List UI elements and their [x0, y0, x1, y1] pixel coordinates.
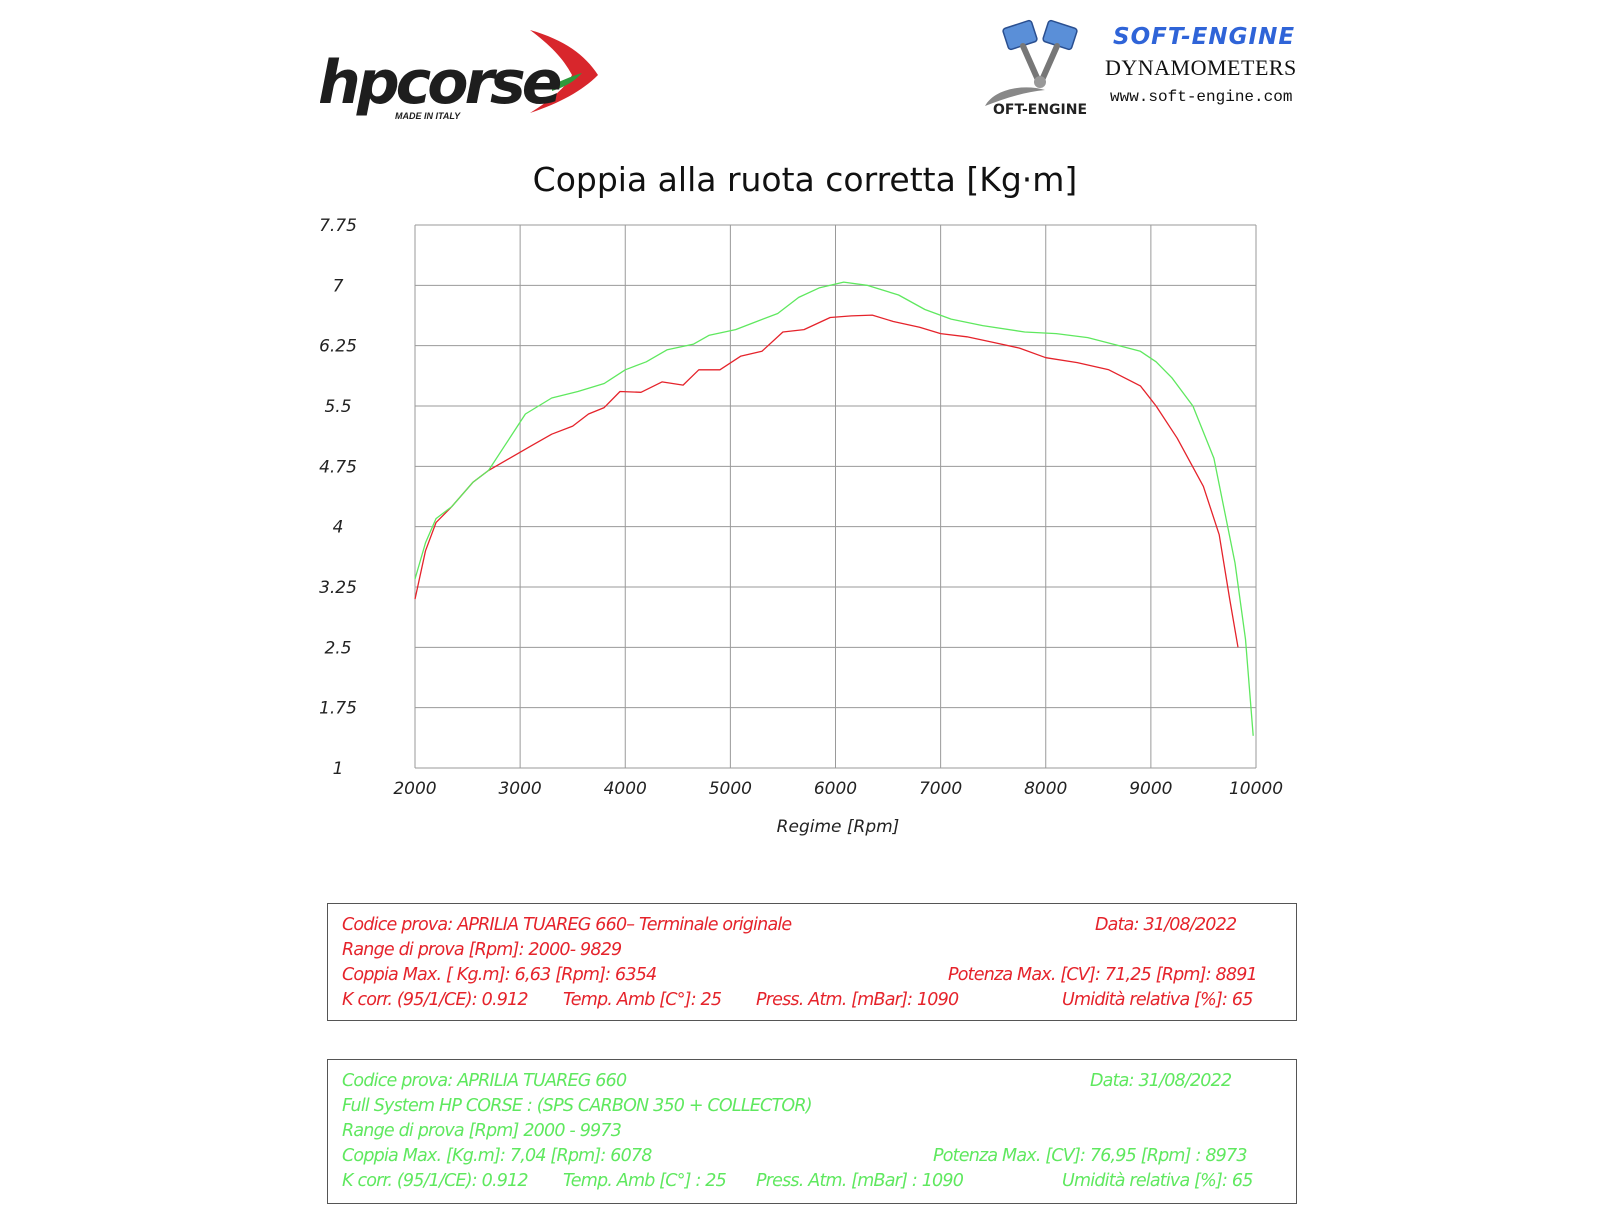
hp-corse-brand: hpcorse [320, 48, 561, 118]
chart-series [414, 281, 1254, 736]
hp-corse-tagline: MADE IN ITALY [395, 111, 461, 121]
hp-test-code: Codice prova: APRILIA TUAREG 660 [342, 1071, 627, 1091]
soft-engine-subtitle: DYNAMOMETERS [1105, 55, 1297, 80]
original-temp: Temp. Amb [C°]: 25 [563, 990, 722, 1010]
x-tick-label: 2000 [393, 779, 436, 799]
y-tick-label: 7.75 [319, 216, 357, 236]
hp-k-corr: K corr. (95/1/CE): 0.912 [342, 1171, 529, 1191]
y-tick-label: 2.5 [324, 638, 351, 658]
chart-grid [414, 224, 1257, 769]
soft-engine-url: www.soft-engine.com [1110, 88, 1293, 106]
y-tick-label: 1 [333, 759, 344, 779]
x-tick-label: 9000 [1129, 779, 1172, 799]
soft-engine-brand: SOFT-ENGINE [1113, 24, 1296, 50]
test-info-hp-corse: Codice prova: APRILIA TUAREG 660 Data: 3… [327, 1059, 1297, 1204]
test-info-original: Codice prova: APRILIA TUAREG 660– Termin… [327, 903, 1297, 1021]
y-tick-label: 4 [333, 518, 344, 538]
x-tick-label: 7000 [919, 779, 962, 799]
original-torque-max: Coppia Max. [ Kg.m]: 6,63 [Rpm]: 6354 [342, 965, 657, 985]
y-tick-label: 7 [333, 276, 344, 296]
x-tick-label: 5000 [709, 779, 752, 799]
y-tick-label: 5.5 [324, 397, 351, 417]
series-line-original [414, 314, 1239, 648]
soft-engine-emblem-text: OFT-ENGINE [993, 102, 1087, 118]
soft-engine-logo-emblem: OFT-ENGINE [985, 18, 1305, 118]
y-tick-label: 4.75 [319, 457, 357, 477]
x-tick-label: 6000 [814, 779, 857, 799]
x-axis-label: Regime [Rpm] [777, 817, 900, 837]
original-test-code: Codice prova: APRILIA TUAREG 660– Termin… [342, 915, 792, 935]
hp-humidity: Umidità relativa [%]: 65 [1062, 1171, 1253, 1191]
x-tick-label: 3000 [498, 779, 541, 799]
series-line-hp-corse [414, 281, 1254, 736]
original-power-max: Potenza Max. [CV]: 71,25 [Rpm]: 8891 [948, 965, 1258, 985]
original-press: Press. Atm. [mBar]: 1090 [756, 990, 959, 1010]
hp-torque-max: Coppia Max. [Kg.m]: 7,04 [Rpm]: 6078 [342, 1146, 652, 1166]
original-humidity: Umidità relativa [%]: 65 [1062, 990, 1253, 1010]
original-test-date: Data: 31/08/2022 [1095, 915, 1237, 935]
x-tick-label: 8000 [1024, 779, 1067, 799]
x-tick-label: 4000 [604, 779, 647, 799]
original-test-range: Range di prova [Rpm]: 2000- 9829 [342, 940, 622, 960]
hp-test-system: Full System HP CORSE : (SPS CARBON 350 +… [342, 1096, 813, 1116]
y-tick-label: 6.25 [319, 337, 357, 357]
hp-corse-logo-mark: hpcorse MADE IN ITALY [318, 30, 598, 121]
pistons-icon: OFT-ENGINE [985, 19, 1087, 118]
torque-chart: 2000 3000 4000 5000 6000 7000 8000 9000 10000 11… [319, 216, 1283, 837]
hp-power-max: Potenza Max. [CV]: 76,95 [Rpm] : 8973 [933, 1146, 1247, 1166]
y-tick-label: 1.75 [319, 699, 357, 719]
hp-temp: Temp. Amb [C°] : 25 [563, 1171, 727, 1191]
chart-title: Coppia alla ruota corretta [Kg·m] [532, 160, 1078, 199]
hp-test-date: Data: 31/08/2022 [1090, 1071, 1232, 1091]
x-tick-label: 10000 [1229, 779, 1283, 799]
hp-corse-logo: hpcorse MADE IN ITALY [318, 25, 620, 125]
original-k-corr: K corr. (95/1/CE): 0.912 [342, 990, 529, 1010]
x-axis-ticks: 2000 3000 4000 5000 6000 7000 8000 9000 10000 [393, 779, 1283, 799]
y-tick-label: 3.25 [319, 578, 357, 598]
y-axis-ticks: 1 1.75 2.5 3.25 4 4.75 5.5 6.25 7 7.75 [319, 216, 357, 779]
hp-press: Press. Atm. [mBar] : 1090 [756, 1171, 964, 1191]
hp-test-range: Range di prova [Rpm] 2000 - 9973 [342, 1121, 622, 1141]
